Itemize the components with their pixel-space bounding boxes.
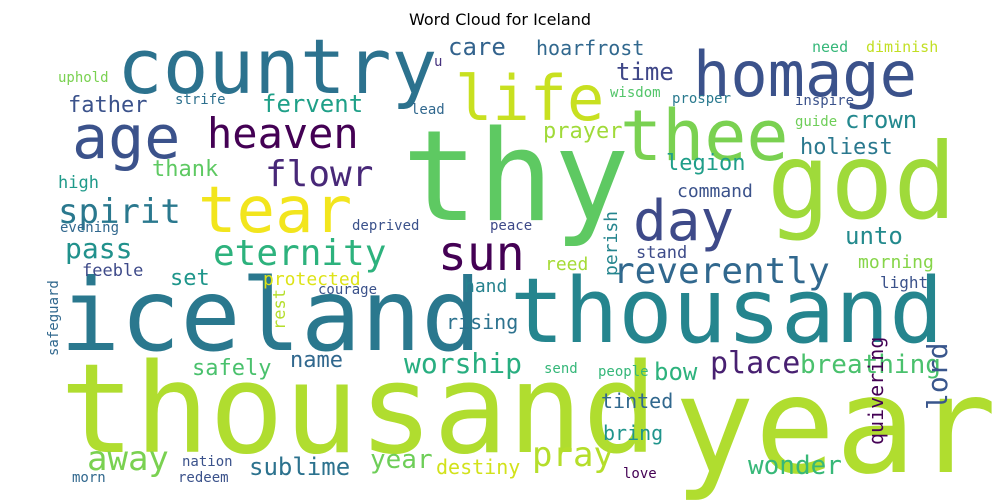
word-flowr: flowr — [265, 154, 373, 195]
word-morn: morn — [72, 470, 106, 486]
word-hoarfrost: hoarfrost — [536, 36, 644, 60]
word-care: care — [448, 33, 506, 61]
word-age: age — [72, 103, 180, 173]
word-strife: strife — [175, 92, 226, 108]
word-evening: evening — [60, 220, 119, 236]
word-u: u — [434, 54, 442, 70]
word-destiny: destiny — [436, 455, 520, 479]
word-homage: homage — [693, 38, 917, 111]
word-pass: pass — [65, 232, 132, 265]
word-safely: safely — [192, 356, 271, 381]
word-away: away — [87, 439, 169, 479]
word-thousand: thousand — [510, 259, 943, 364]
word-nation: nation — [182, 454, 233, 470]
word-send: send — [544, 361, 578, 377]
word-day: day — [633, 189, 734, 254]
chart-title: Word Cloud for Iceland — [409, 10, 591, 29]
word-country: country — [117, 22, 437, 111]
word-bow: bow — [654, 358, 698, 386]
word-love: love — [623, 466, 657, 482]
word-courage: courage — [318, 282, 377, 298]
word-set: set — [170, 266, 210, 291]
word-perish: perish — [601, 211, 622, 276]
word-thee: thee — [620, 95, 789, 177]
word-year: year — [370, 445, 433, 475]
word-tear: tear — [198, 174, 352, 248]
word-name: name — [290, 348, 343, 373]
word-diminish: diminish — [866, 38, 938, 56]
word-command: command — [677, 181, 753, 202]
word-reverently: reverently — [613, 251, 830, 292]
word-wonder: wonder — [748, 451, 842, 481]
word-thank: thank — [152, 157, 218, 182]
word-reed: reed — [545, 254, 588, 275]
word-inspire: inspire — [795, 93, 854, 109]
word-high: high — [58, 173, 99, 193]
word-time: time — [616, 58, 674, 86]
word-place: place — [710, 346, 800, 381]
word-thy: thy — [402, 103, 630, 250]
word-wisdom: wisdom — [610, 85, 661, 101]
word-peace: peace — [490, 218, 532, 234]
word-light: light — [880, 273, 928, 292]
word-protected: protected — [263, 269, 361, 290]
word-guide: guide — [795, 114, 837, 130]
word-thousand: thousand — [60, 338, 657, 482]
word-morning: morning — [858, 252, 934, 273]
word-stand: stand — [636, 243, 687, 263]
word-uphold: uphold — [58, 70, 109, 86]
word-hand: hand — [464, 276, 507, 297]
word-breathing: breathing — [800, 350, 941, 380]
word-rest: rest — [270, 289, 290, 330]
word-pray: pray — [532, 435, 614, 475]
word-worship: worship — [404, 347, 522, 380]
word-safeguard: safeguard — [46, 280, 62, 356]
word-holiest: holiest — [800, 135, 893, 160]
word-unto: unto — [845, 222, 903, 250]
word-crown: crown — [845, 106, 917, 134]
word-god: god — [767, 121, 957, 243]
word-iceland: iceland — [60, 257, 481, 374]
word-fervent: fervent — [262, 90, 363, 118]
word-eternity: eternity — [213, 233, 386, 274]
word-sun: sun — [438, 226, 525, 282]
word-people: people — [598, 364, 649, 380]
word-life: life — [455, 62, 604, 135]
word-legion: legion — [666, 151, 745, 176]
word-rising: rising — [446, 310, 518, 334]
word-need: need — [812, 38, 848, 56]
word-prayer: prayer — [543, 119, 622, 144]
word-bring: bring — [603, 421, 663, 445]
word-year: year — [674, 348, 997, 500]
word-spirit: spirit — [58, 192, 181, 232]
word-heaven: heaven — [207, 109, 359, 158]
word-lead: lead — [411, 102, 445, 118]
word-sublime: sublime — [249, 453, 350, 481]
word-quivering: quivering — [864, 337, 888, 445]
word-feeble: feeble — [82, 261, 143, 281]
word-tinted: tinted — [601, 389, 673, 413]
word-redeem: redeem — [178, 470, 229, 486]
word-lord: lord — [921, 343, 954, 410]
word-father: father — [68, 93, 147, 118]
word-prosper: prosper — [672, 91, 731, 107]
word-deprived: deprived — [352, 218, 419, 234]
